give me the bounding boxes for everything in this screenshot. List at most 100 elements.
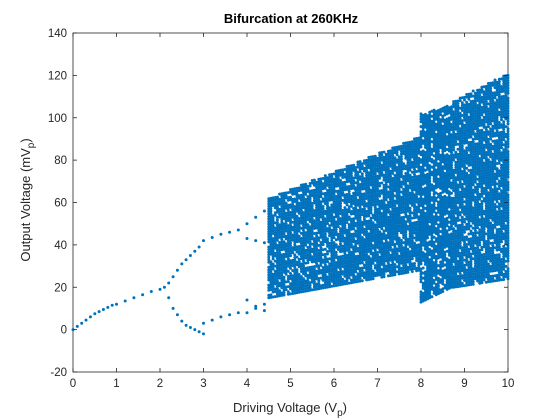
data-point [171, 306, 175, 310]
data-point [167, 281, 171, 285]
data-point [482, 123, 486, 127]
data-point [473, 180, 477, 184]
data-point [391, 171, 395, 175]
data-point [410, 257, 414, 261]
data-point [308, 283, 312, 287]
data-point [269, 207, 273, 210]
data-point [332, 248, 336, 252]
data-point [408, 173, 412, 177]
data-point [315, 262, 319, 266]
data-point [282, 275, 286, 279]
data-point [399, 238, 403, 242]
data-point [454, 181, 458, 185]
data-point [310, 207, 314, 210]
data-point [275, 238, 279, 242]
data-point [330, 205, 334, 209]
data-point [465, 171, 469, 175]
data-point [454, 140, 458, 144]
data-point [382, 232, 386, 235]
data-point [280, 273, 284, 277]
data-point [284, 272, 288, 276]
data-point [339, 196, 342, 200]
data-point [275, 221, 279, 224]
data-point [473, 229, 477, 232]
data-point [358, 160, 362, 164]
data-point [454, 204, 458, 208]
data-point [302, 277, 305, 281]
data-point [376, 197, 379, 201]
data-point [452, 148, 456, 152]
data-point [332, 192, 336, 196]
data-point [293, 243, 297, 247]
data-point [450, 166, 453, 170]
data-point [384, 183, 388, 187]
data-point [334, 268, 338, 272]
data-point [339, 267, 342, 271]
data-point [319, 190, 323, 194]
data-point [471, 244, 475, 248]
data-point [345, 221, 349, 224]
data-point [323, 224, 327, 228]
data-point [393, 263, 397, 266]
data-point [269, 209, 273, 213]
data-point [410, 239, 414, 243]
data-point [262, 309, 266, 313]
data-point [480, 205, 484, 209]
data-point [456, 249, 460, 253]
data-point [428, 179, 432, 183]
data-point [289, 241, 292, 245]
data-point [297, 234, 301, 238]
data-point [106, 305, 110, 309]
data-point [289, 231, 292, 235]
data-point [408, 214, 412, 218]
data-point [469, 92, 473, 96]
data-point [347, 190, 351, 193]
data-point [293, 212, 297, 216]
data-point [80, 321, 84, 325]
data-point [465, 166, 469, 170]
chart-title: Bifurcation at 260KHz [224, 11, 359, 26]
data-point [310, 204, 314, 208]
data-point [345, 279, 349, 283]
data-point [476, 190, 480, 194]
data-point [286, 280, 290, 283]
data-point [321, 207, 325, 211]
data-point [463, 98, 466, 102]
data-point [397, 264, 401, 268]
data-point [167, 296, 171, 300]
data-point [410, 191, 414, 195]
data-point [162, 285, 166, 289]
data-point [463, 220, 466, 224]
data-point [286, 208, 290, 212]
data-point [297, 273, 301, 276]
data-point [275, 205, 279, 209]
data-point [428, 291, 432, 295]
data-point [310, 229, 314, 233]
data-point [289, 195, 292, 199]
data-point [286, 269, 290, 273]
data-point [465, 258, 469, 262]
data-point [132, 296, 136, 300]
data-point [362, 207, 366, 211]
data-point [463, 164, 466, 168]
data-point [219, 315, 223, 319]
data-point [273, 213, 277, 217]
data-point [323, 174, 327, 178]
data-point [321, 243, 325, 247]
data-point [413, 241, 416, 245]
data-point [202, 321, 205, 325]
data-point [284, 267, 288, 271]
data-point [332, 218, 336, 222]
data-point [275, 279, 279, 283]
data-point [289, 254, 292, 258]
data-point [393, 273, 397, 277]
data-point [343, 226, 347, 230]
data-point [473, 175, 477, 179]
data-point [450, 262, 453, 266]
data-point [339, 178, 342, 182]
data-point [430, 295, 434, 299]
data-point [339, 201, 342, 205]
data-point [304, 220, 308, 224]
data-point [267, 258, 271, 262]
